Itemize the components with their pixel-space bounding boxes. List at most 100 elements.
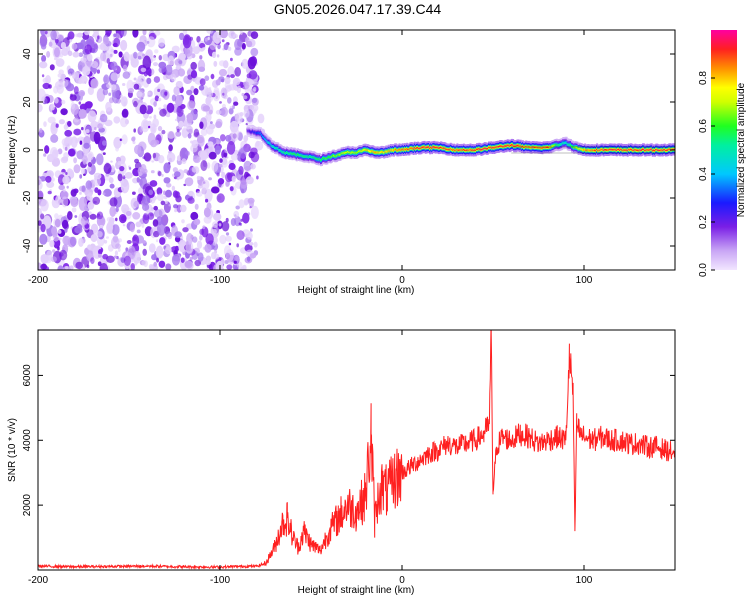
noise-blob bbox=[71, 207, 77, 213]
noise-blob bbox=[220, 87, 227, 99]
noise-blob bbox=[80, 39, 87, 50]
noise-blob bbox=[257, 113, 265, 124]
ridge-core bbox=[578, 147, 581, 150]
noise-blob bbox=[44, 30, 48, 35]
ridge-core bbox=[386, 151, 389, 153]
noise-blob bbox=[157, 221, 166, 236]
ridge-core bbox=[612, 149, 615, 151]
ridge-core bbox=[554, 144, 557, 146]
noise-blob bbox=[154, 139, 160, 146]
noise-blob bbox=[184, 260, 193, 269]
noise-blob bbox=[236, 230, 245, 241]
spectrogram-y-label: Frequency (Hz) bbox=[7, 116, 18, 185]
noise-blob bbox=[171, 185, 176, 191]
noise-blob bbox=[115, 207, 119, 213]
ridge-core bbox=[295, 154, 298, 157]
ridge-core bbox=[479, 148, 482, 150]
spectrogram-y-tick-label: 20 bbox=[22, 96, 33, 108]
ridge-core bbox=[500, 145, 502, 147]
ridge-core bbox=[503, 145, 506, 148]
noise-blob bbox=[137, 55, 142, 60]
noise-blob bbox=[123, 51, 130, 62]
noise-blob bbox=[154, 30, 161, 36]
ridge-core bbox=[446, 148, 449, 151]
noise-blob bbox=[207, 36, 210, 41]
ridge-core bbox=[633, 149, 636, 152]
noise-blob bbox=[181, 158, 187, 165]
noise-blob bbox=[54, 213, 59, 219]
noise-blob bbox=[83, 142, 90, 149]
ridge-core bbox=[259, 132, 262, 134]
noise-blob bbox=[222, 60, 229, 69]
ridge-core bbox=[379, 151, 382, 153]
noise-blob bbox=[166, 113, 171, 118]
ridge-core bbox=[438, 147, 441, 149]
noise-blob bbox=[69, 265, 74, 270]
ridge-core bbox=[413, 146, 416, 149]
colorbar-tick-label: 0.6 bbox=[698, 119, 709, 133]
ridge-core bbox=[452, 149, 454, 151]
noise-blob bbox=[196, 136, 204, 144]
noise-blob bbox=[60, 42, 66, 49]
spectrogram-y-tick-label: -20 bbox=[22, 190, 33, 205]
ridge-core bbox=[508, 145, 511, 147]
snr-y-tick-label: 2000 bbox=[22, 494, 33, 517]
ridge-core bbox=[252, 130, 255, 133]
ridge-core bbox=[328, 156, 331, 158]
ridge-core bbox=[445, 148, 448, 150]
ridge-core bbox=[464, 149, 466, 151]
noise-blob bbox=[87, 86, 94, 96]
ridge-core bbox=[583, 149, 585, 151]
ridge-core bbox=[543, 146, 546, 149]
noise-blob bbox=[73, 164, 81, 174]
noise-blob bbox=[227, 46, 232, 51]
noise-blob bbox=[166, 152, 176, 163]
ridge-core bbox=[387, 149, 390, 152]
ridge-core bbox=[624, 149, 627, 151]
snr-series-line bbox=[38, 330, 675, 570]
ridge-core bbox=[447, 148, 450, 151]
snr-panel: -200 -100 0 100 2000 4000 6000 Height of stra… bbox=[7, 329, 676, 596]
ridge-core bbox=[589, 149, 592, 152]
noise-blob bbox=[38, 88, 46, 103]
ridge-core bbox=[354, 151, 357, 154]
snr-frame bbox=[37, 329, 676, 571]
noise-blob bbox=[228, 242, 232, 246]
noise-blob bbox=[67, 31, 75, 40]
noise-blob bbox=[190, 211, 199, 221]
ridge-core bbox=[299, 154, 302, 157]
noise-blob bbox=[200, 128, 208, 137]
noise-blob bbox=[39, 61, 48, 69]
ridge-core bbox=[613, 148, 616, 151]
ridge-core bbox=[607, 149, 610, 151]
noise-blob bbox=[50, 134, 59, 143]
noise-blob bbox=[144, 113, 149, 119]
noise-blob bbox=[142, 55, 152, 71]
noise-blob bbox=[213, 264, 220, 270]
ridge-core bbox=[275, 147, 278, 149]
ridge-core bbox=[277, 147, 280, 150]
ridge-core bbox=[533, 146, 536, 149]
ridge-core bbox=[401, 148, 404, 151]
noise-blob bbox=[218, 223, 222, 227]
noise-blob bbox=[110, 165, 116, 173]
noise-blob bbox=[55, 195, 62, 205]
noise-blob bbox=[157, 97, 162, 102]
ridge-core bbox=[661, 149, 664, 152]
snr-x-ticks: -200 -100 0 100 bbox=[28, 330, 593, 586]
noise-blob bbox=[99, 263, 109, 270]
ridge-core bbox=[338, 153, 341, 156]
noise-blob bbox=[187, 191, 194, 197]
noise-blob bbox=[223, 43, 229, 51]
noise-blob bbox=[43, 153, 47, 157]
noise-blob bbox=[244, 200, 248, 206]
ridge-core bbox=[450, 148, 453, 151]
noise-blob bbox=[117, 173, 123, 182]
ridge-core bbox=[504, 145, 507, 147]
noise-blob bbox=[225, 232, 230, 236]
noise-blob bbox=[211, 251, 217, 260]
ridge-core bbox=[511, 144, 513, 146]
ridge-core bbox=[597, 149, 600, 152]
noise-blob bbox=[238, 165, 244, 175]
noise-blob bbox=[39, 38, 48, 48]
